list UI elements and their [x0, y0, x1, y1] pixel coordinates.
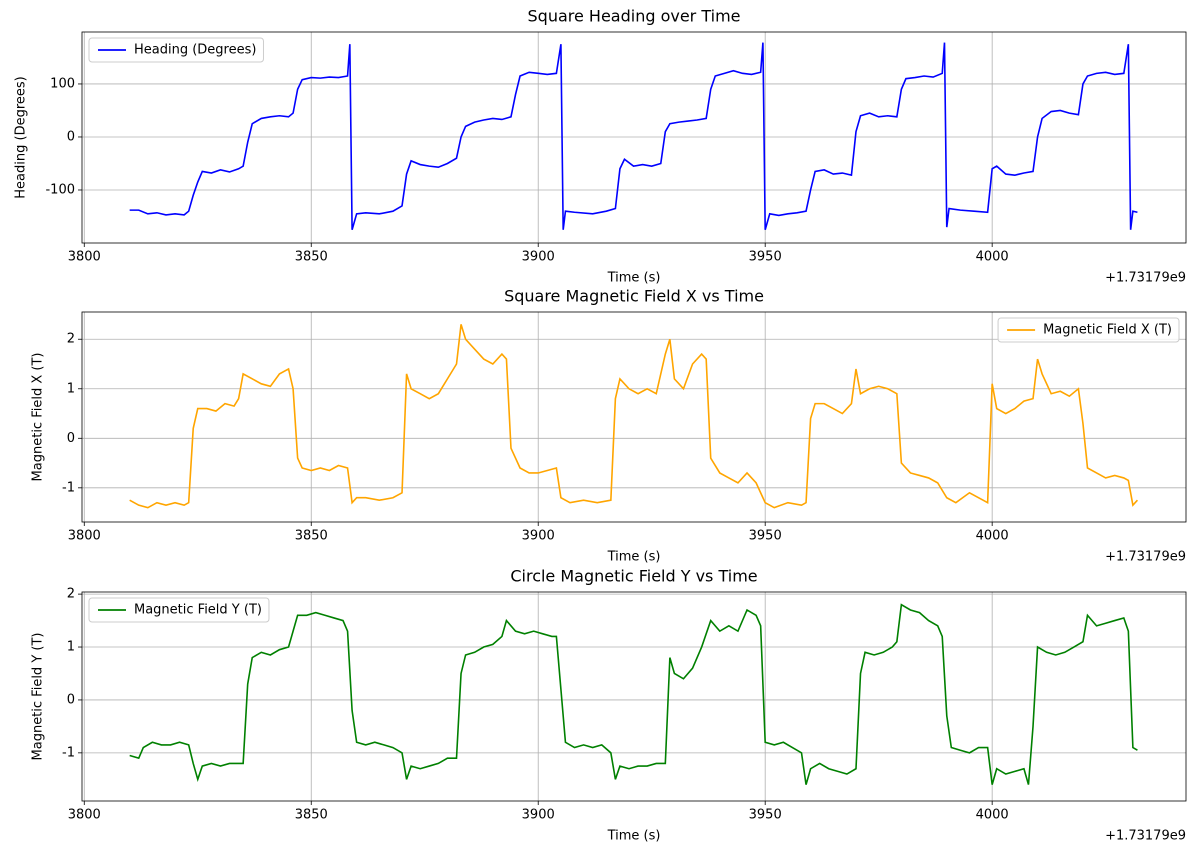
x-tick-label: 4000 [976, 250, 1009, 265]
y-axis-label: Magnetic Field Y (T) [31, 633, 46, 761]
y-tick-label: -1 [62, 745, 75, 760]
legend-frame [88, 37, 264, 63]
y-tick-label: 0 [67, 431, 75, 446]
legend: Magnetic Field X (T) [997, 317, 1180, 343]
x-tick-label: 4000 [976, 808, 1009, 823]
x-offset-label: +1.73179e9 [1105, 271, 1186, 286]
y-tick-label: 2 [67, 587, 75, 602]
x-tick-label: 3850 [295, 808, 328, 823]
x-tick-label: 3950 [749, 529, 782, 544]
y-tick-label: -100 [45, 182, 75, 197]
axes-frame [81, 311, 1187, 523]
axes-frame [81, 591, 1187, 802]
x-tick-label: 3950 [749, 250, 782, 265]
x-tick-label: 4000 [976, 529, 1009, 544]
y-tick-label: 1 [67, 381, 75, 396]
axes-frame [81, 31, 1187, 244]
x-offset-label: +1.73179e9 [1105, 550, 1186, 565]
x-tick-label: 3900 [522, 250, 555, 265]
x-tick-label: 3950 [749, 808, 782, 823]
data-line [129, 324, 1139, 509]
y-tick-label: -1 [62, 480, 75, 495]
x-tick-label: 3800 [68, 250, 101, 265]
legend-frame [88, 597, 270, 623]
subplot: 3800 3850 3900 3950 4000 -1 0 1 2 Circle Magnetic… [31, 567, 1187, 844]
x-tick-label: 3900 [522, 529, 555, 544]
x-axis-label: Time (s) [607, 550, 661, 565]
x-axis-label: Time (s) [607, 271, 661, 286]
subplot: 3800 3850 3900 3950 4000 -1 0 1 2 Square Magnetic… [31, 287, 1187, 565]
legend: Magnetic Field Y (T) [88, 597, 270, 623]
x-tick-label: 3850 [295, 250, 328, 265]
data-line [129, 603, 1138, 785]
x-tick-label: 3800 [68, 808, 101, 823]
x-tick-label: 3900 [522, 808, 555, 823]
y-tick-label: 0 [67, 692, 75, 707]
y-tick-label: 100 [50, 76, 75, 91]
legend-label: Magnetic Field X (T) [1043, 323, 1172, 338]
chart-title: Square Heading over Time [528, 7, 741, 26]
y-axis-label: Heading (Degrees) [14, 76, 29, 198]
y-axis-label: Magnetic Field X (T) [31, 353, 46, 482]
chart-title: Circle Magnetic Field Y vs Time [510, 567, 757, 586]
legend-frame [997, 317, 1180, 343]
legend-label: Heading (Degrees) [134, 43, 256, 58]
legend-label: Magnetic Field Y (T) [134, 603, 262, 618]
y-tick-label: 1 [67, 640, 75, 655]
x-offset-label: +1.73179e9 [1105, 829, 1186, 844]
x-axis-label: Time (s) [607, 829, 661, 844]
data-line [129, 42, 1138, 230]
subplot: 3800 3850 3900 3950 4000 -100 0 100 Square Headi… [14, 7, 1187, 286]
x-tick-label: 3800 [68, 529, 101, 544]
chart-title: Square Magnetic Field X vs Time [504, 287, 764, 306]
y-tick-label: 2 [67, 332, 75, 347]
y-tick-label: 0 [67, 129, 75, 144]
legend: Heading (Degrees) [88, 37, 264, 63]
x-tick-label: 3850 [295, 529, 328, 544]
